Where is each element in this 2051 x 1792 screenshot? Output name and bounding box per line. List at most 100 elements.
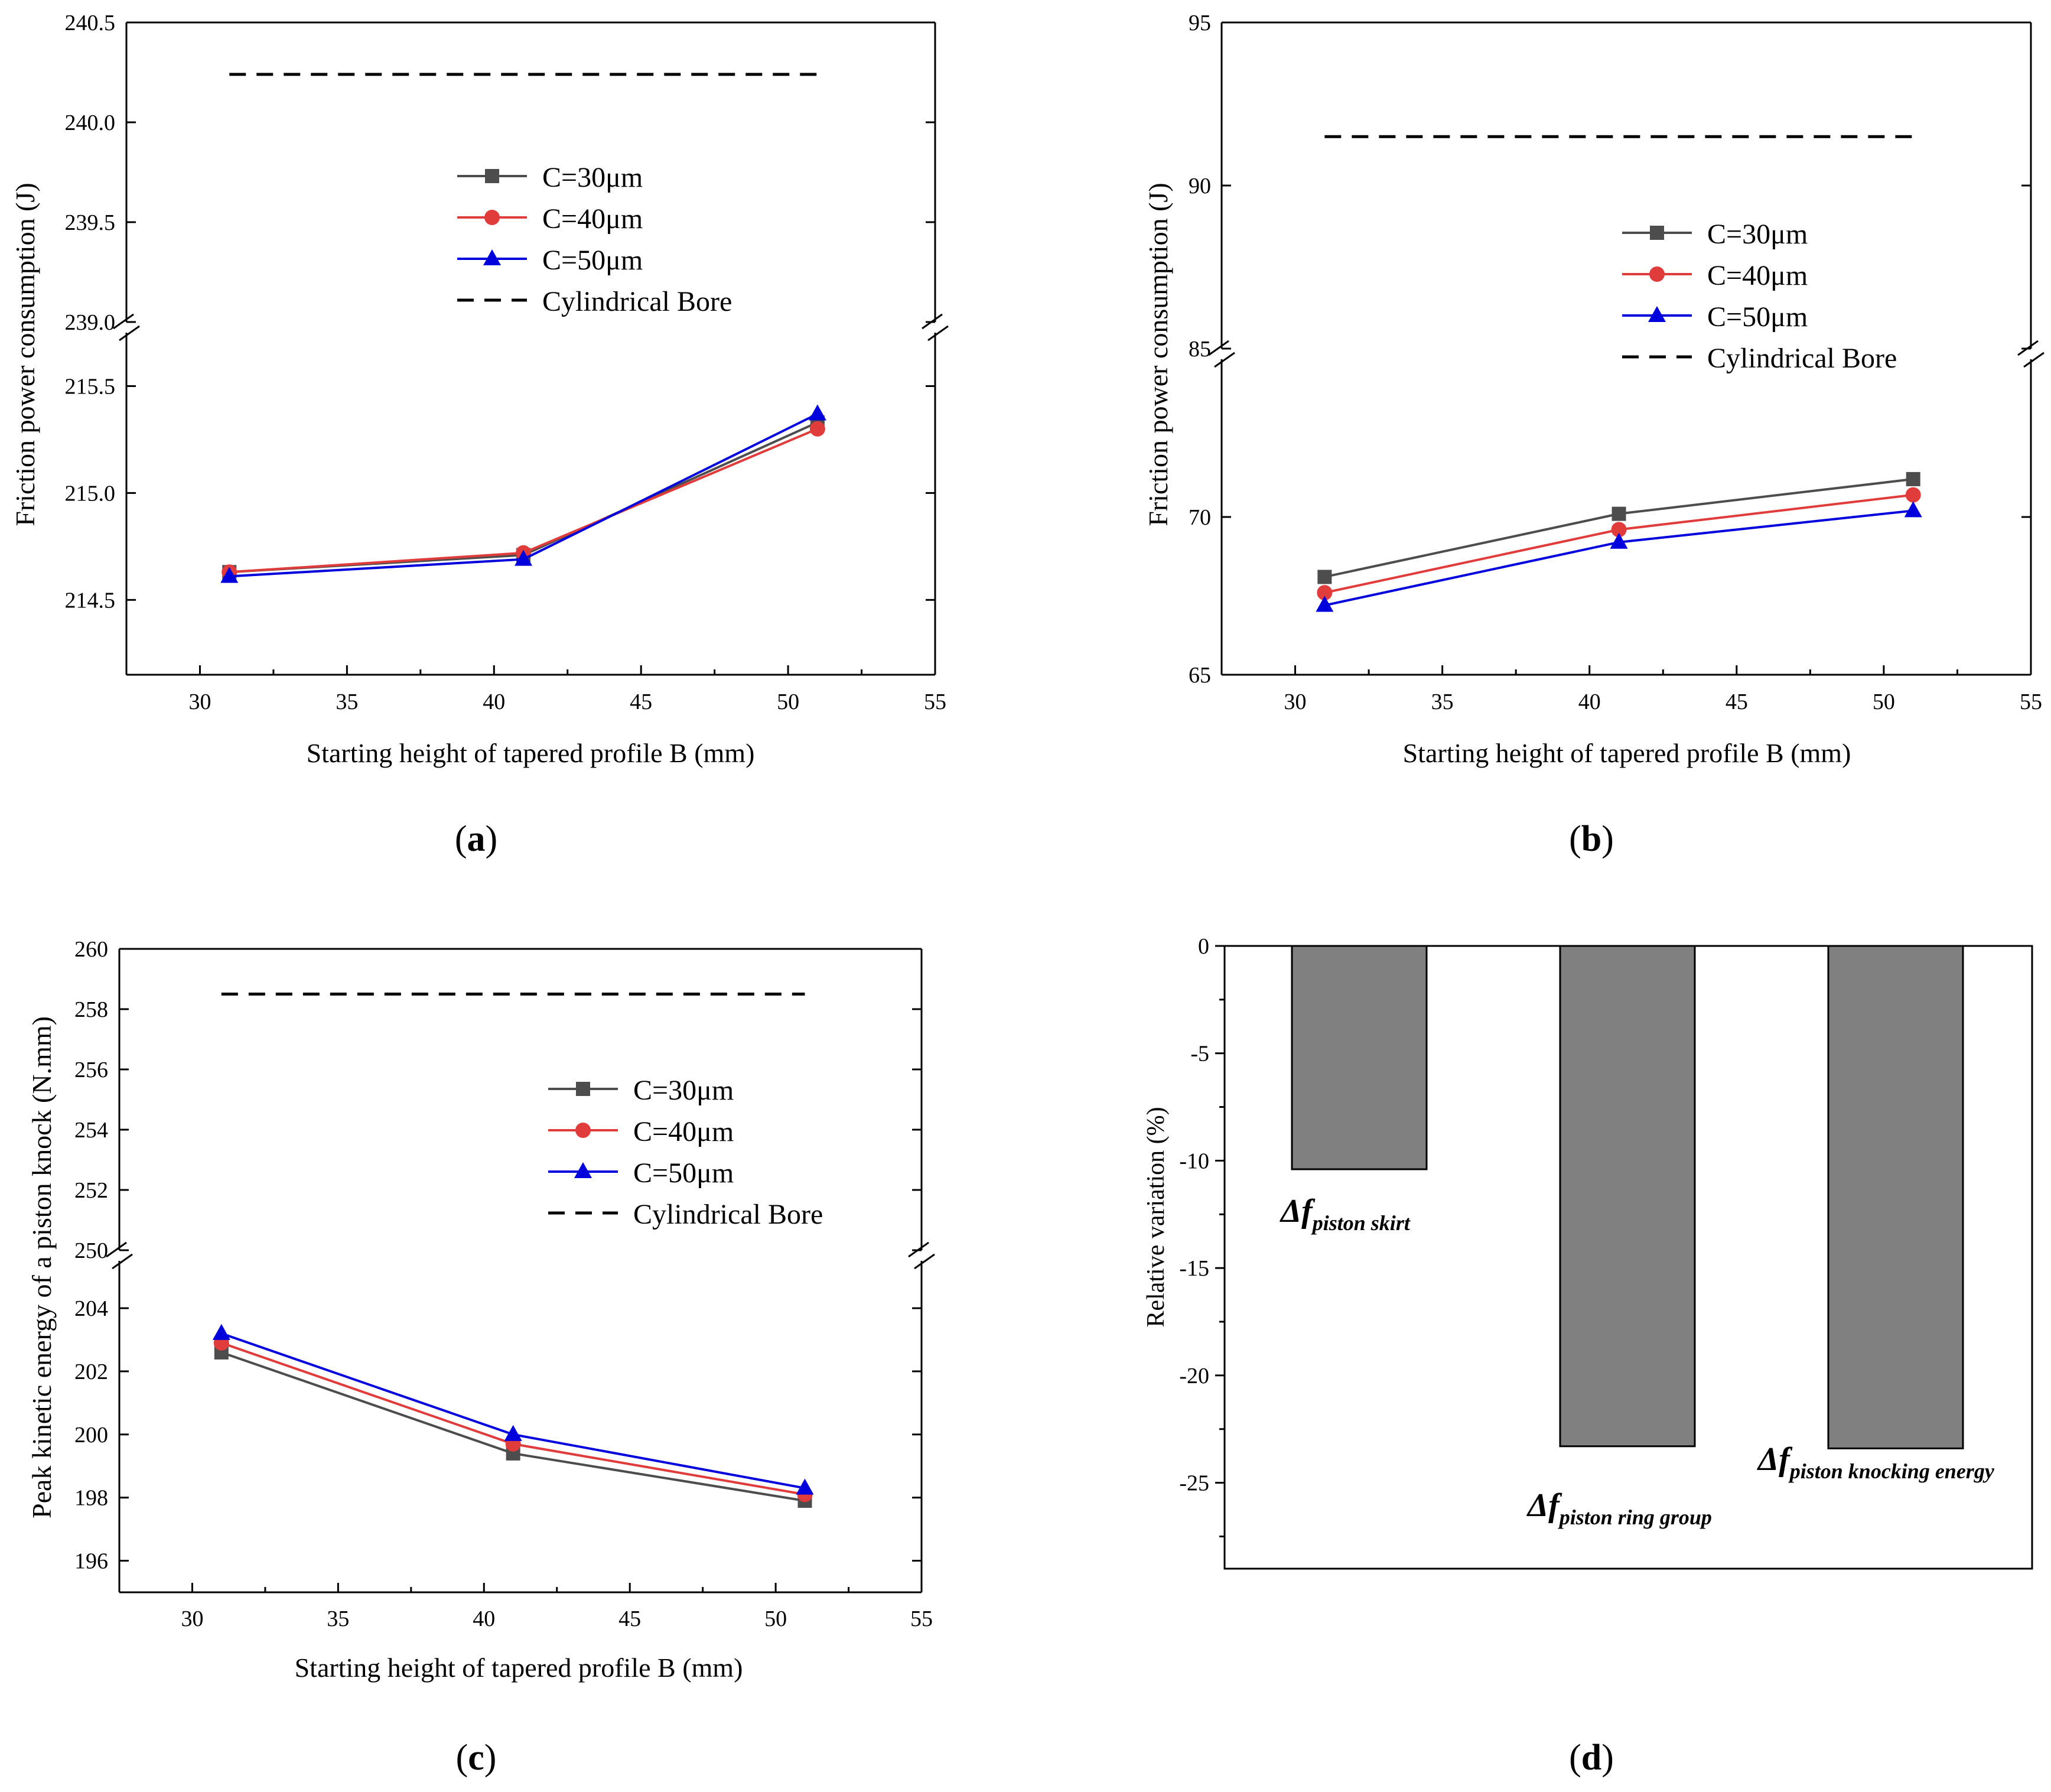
panel-a-xlabel: Starting height of tapered profile B (mm…: [307, 738, 755, 768]
panel-b-letter: b: [1581, 819, 1601, 859]
bar-piston-ring-group: [1559, 945, 1696, 1448]
x-tick-label: 30: [181, 1606, 203, 1631]
data-point-c50: [796, 1478, 814, 1495]
legend-marker-c50: [1648, 306, 1666, 322]
panel-a-caption: (a): [455, 819, 497, 859]
data-point-c50: [504, 1425, 522, 1441]
y-tick-label: 239.0: [65, 310, 116, 335]
data-point-c50: [212, 1323, 230, 1340]
data-point-c40: [1611, 522, 1627, 538]
legend-label-c40: C=40μm: [542, 203, 643, 235]
x-tick-label: 50: [777, 690, 799, 714]
panel-c-letter: c: [468, 1738, 484, 1778]
data-point-c30: [1906, 471, 1920, 486]
data-point-c30: [1612, 506, 1626, 521]
y-tick-label: 0: [1198, 934, 1209, 959]
y-tick-label: -20: [1179, 1364, 1209, 1388]
y-tick-label: 70: [1189, 505, 1211, 530]
x-tick-label: 40: [473, 1606, 495, 1631]
x-tick-label: 55: [910, 1606, 933, 1631]
annotation-main: Δf: [1526, 1487, 1562, 1524]
y-tick-label: 256: [74, 1058, 108, 1082]
series-line-c50: [221, 1332, 805, 1489]
x-tick-label: 45: [618, 1606, 641, 1631]
y-tick-label: 198: [74, 1486, 108, 1511]
panel-b-xlabel: Starting height of tapered profile B (mm…: [1403, 738, 1851, 768]
x-tick-label: 30: [188, 690, 211, 714]
y-tick-label: 200: [74, 1423, 108, 1448]
legend-label-c30: C=30μm: [542, 162, 643, 193]
x-tick-label: 55: [2020, 690, 2042, 714]
y-axis-break-mark: [113, 313, 134, 330]
x-tick-label: 45: [1726, 690, 1748, 714]
right-axis-break-mark: [927, 325, 949, 342]
panel-c-xlabel: Starting height of tapered profile B (mm…: [295, 1653, 743, 1683]
panel-b: 30 35 40 45 50 55 85 90 95 65 70 Friction power co…: [1143, 11, 2045, 859]
y-tick-label: 215.5: [65, 374, 116, 399]
x-tick-label: 45: [630, 690, 652, 714]
data-point-c50: [1610, 532, 1628, 549]
y-tick-label: 240.5: [65, 11, 116, 35]
y-tick-label: 252: [74, 1178, 108, 1203]
y-tick-label: 214.5: [65, 588, 116, 613]
y-tick-label: 196: [74, 1549, 108, 1574]
y-tick-label: 258: [74, 997, 108, 1022]
panel-d-letter: d: [1581, 1738, 1601, 1778]
legend-label-c50: C=50μm: [542, 245, 643, 276]
bar-annotation-piston-ring-group: Δfpiston ring group: [1526, 1487, 1712, 1529]
y-axis-break-mark: [1214, 352, 1235, 368]
y-axis-break-mark: [106, 1241, 127, 1258]
legend-label-c40: C=40μm: [633, 1116, 734, 1147]
y-tick-label: 260: [74, 937, 108, 962]
data-point-c40: [1905, 487, 1921, 503]
legend-label-c30: C=30μm: [633, 1075, 734, 1106]
y-tick-label: 239.5: [65, 210, 116, 235]
x-tick-label: 35: [336, 690, 358, 714]
y-tick-label: 254: [74, 1118, 108, 1143]
y-tick-label: -10: [1179, 1149, 1209, 1173]
legend-marker-c40: [575, 1123, 591, 1138]
panel-b-caption: (b): [1569, 819, 1614, 859]
y-tick-label: 85: [1189, 337, 1211, 362]
x-tick-label: 40: [483, 690, 505, 714]
bar-annotation-piston-skirt: Δfpiston skirt: [1280, 1193, 1411, 1235]
panel-d-ylabel: Relative variation (%): [1142, 1107, 1170, 1327]
data-point-c40: [1317, 585, 1333, 601]
x-tick-label: 55: [924, 690, 946, 714]
legend-marker-c30: [485, 169, 499, 183]
legend-marker-c40: [484, 210, 500, 225]
data-point-c50: [220, 567, 239, 583]
data-point-c30: [1317, 570, 1332, 584]
panel-d: 0 -5 -10 -15 -20 -25 Relative variation (%) Δ…: [1142, 934, 2033, 1778]
panel-c: 30 35 40 45 50 55 250 252 254 256 258 260 196 198 200 2…: [27, 937, 935, 1778]
y-tick-label: 215.0: [65, 481, 116, 506]
annotation-sub: piston knocking energy: [1788, 1459, 1995, 1483]
annotation-sub: piston ring group: [1558, 1505, 1712, 1529]
panel-a-letter: a: [467, 819, 486, 859]
y-tick-label: 65: [1189, 663, 1211, 688]
legend-label-c50: C=50μm: [1707, 301, 1808, 333]
panel-a-ylabel: Friction power consumption (J): [10, 183, 40, 526]
annotation-main: Δf: [1757, 1441, 1793, 1478]
legend-marker-c30: [1650, 226, 1664, 240]
bar-annotation-piston-knocking-energy: Δfpiston knocking energy: [1757, 1441, 1995, 1483]
legend-label-c50: C=50μm: [633, 1157, 734, 1189]
y-tick-label: -15: [1179, 1256, 1209, 1281]
legend-marker-c50: [574, 1162, 592, 1178]
y-tick-label: -5: [1190, 1042, 1209, 1066]
legend-label-cylindrical-bore: Cylindrical Bore: [542, 286, 732, 317]
y-tick-label: 202: [74, 1360, 108, 1384]
annotation-sub: piston skirt: [1311, 1211, 1411, 1235]
panel-d-caption: (d): [1569, 1738, 1614, 1778]
y-axis-break-mark: [119, 325, 140, 342]
data-point-c50: [515, 549, 533, 566]
panel-c-caption: (c): [456, 1738, 497, 1778]
panel-a: 30 35 40 45 50 55 239.0 239.5 240.0 240.5 214.5 215…: [10, 11, 949, 859]
panel-b-ylabel: Friction power consumption (J): [1143, 183, 1173, 526]
data-point-c50: [1904, 501, 1922, 518]
y-axis-break-mark: [112, 1253, 133, 1270]
x-tick-label: 30: [1284, 690, 1307, 714]
y-axis-break-mark: [1208, 340, 1229, 356]
x-tick-label: 50: [1873, 690, 1895, 714]
legend-label-cylindrical-bore: Cylindrical Bore: [633, 1199, 823, 1230]
